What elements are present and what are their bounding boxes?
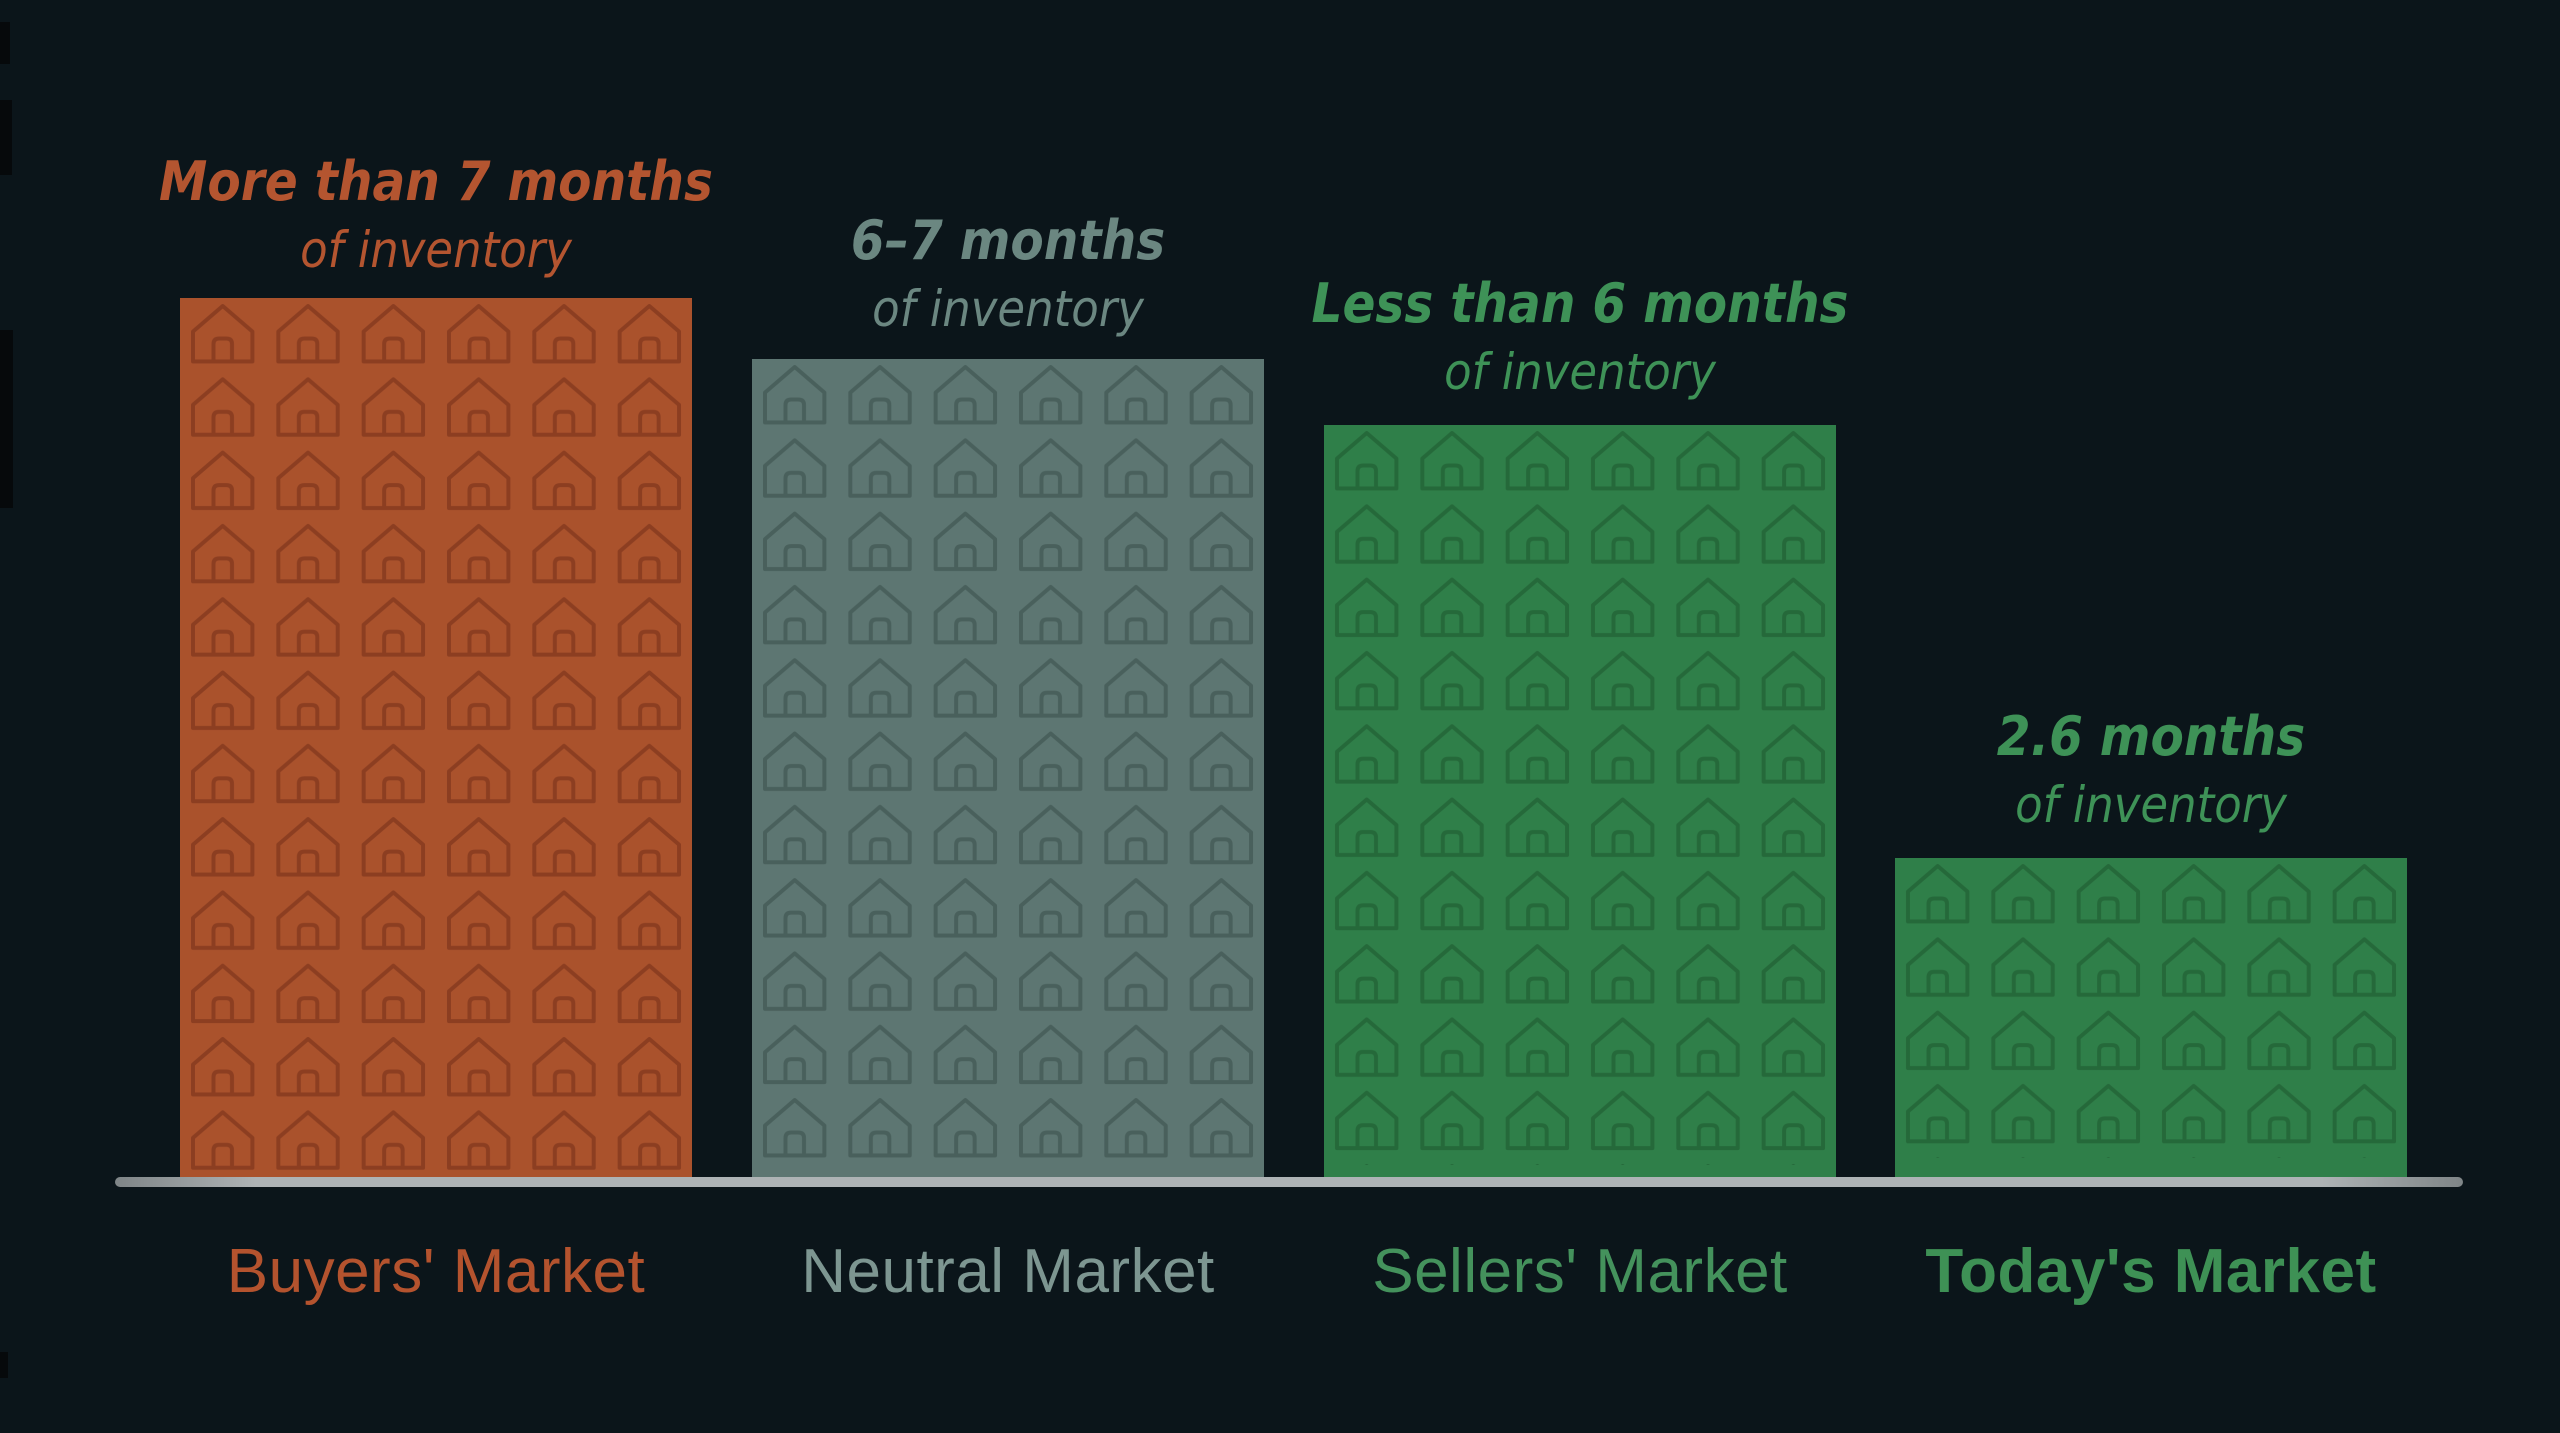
edge-artifact: [0, 1352, 8, 1378]
house-pattern-overlay: [180, 298, 692, 1178]
edge-artifact: [0, 100, 12, 175]
house-pattern-overlay: [1324, 425, 1836, 1165]
bar-group-sellers-market: Less than 6 months of inventory Sellers'…: [1230, 0, 1930, 1433]
house-pattern-overlay: [1895, 858, 2407, 1158]
bar-group-todays-market: 2.6 months of inventory Today's Market: [1801, 0, 2501, 1433]
annotation-buyers-market: More than 7 months of inventory: [86, 148, 786, 284]
annotation-inventory-text: of inventory: [872, 280, 1144, 338]
bar-group-neutral-market: 6–7 months of inventory Neutral Market: [658, 0, 1358, 1433]
annotation-sellers-market: Less than 6 months of inventory: [1230, 270, 1930, 406]
annotation-neutral-market: 6–7 months of inventory: [658, 207, 1358, 343]
bar-todays-market: [1895, 858, 2407, 1178]
category-label-buyers-market: Buyers' Market: [226, 1237, 646, 1306]
bar-buyers-market: [180, 298, 692, 1178]
category-label-todays-market: Today's Market: [1925, 1237, 2377, 1306]
category-label-sellers-market: Sellers' Market: [1372, 1237, 1788, 1306]
annotation-inventory-text: of inventory: [2015, 776, 2287, 834]
bar-group-buyers-market: More than 7 months of inventory Buyers' …: [86, 0, 786, 1433]
annotation-months-text: Less than 6 months: [1311, 272, 1849, 335]
category-label-neutral-market: Neutral Market: [801, 1237, 1215, 1306]
annotation-months-text: 6–7 months: [850, 209, 1166, 272]
bar-neutral-market: [752, 359, 1264, 1178]
edge-artifact: [0, 22, 10, 64]
annotation-inventory-text: of inventory: [300, 221, 572, 279]
annotation-todays-market: 2.6 months of inventory: [1801, 703, 2501, 839]
annotation-months-text: More than 7 months: [159, 150, 713, 213]
annotation-inventory-text: of inventory: [1444, 343, 1716, 401]
bar-sellers-market: [1324, 425, 1836, 1178]
house-pattern-overlay: [752, 359, 1264, 1169]
edge-artifact: [0, 330, 13, 508]
axis-baseline: [115, 1177, 2463, 1187]
annotation-months-text: 2.6 months: [1996, 705, 2306, 768]
